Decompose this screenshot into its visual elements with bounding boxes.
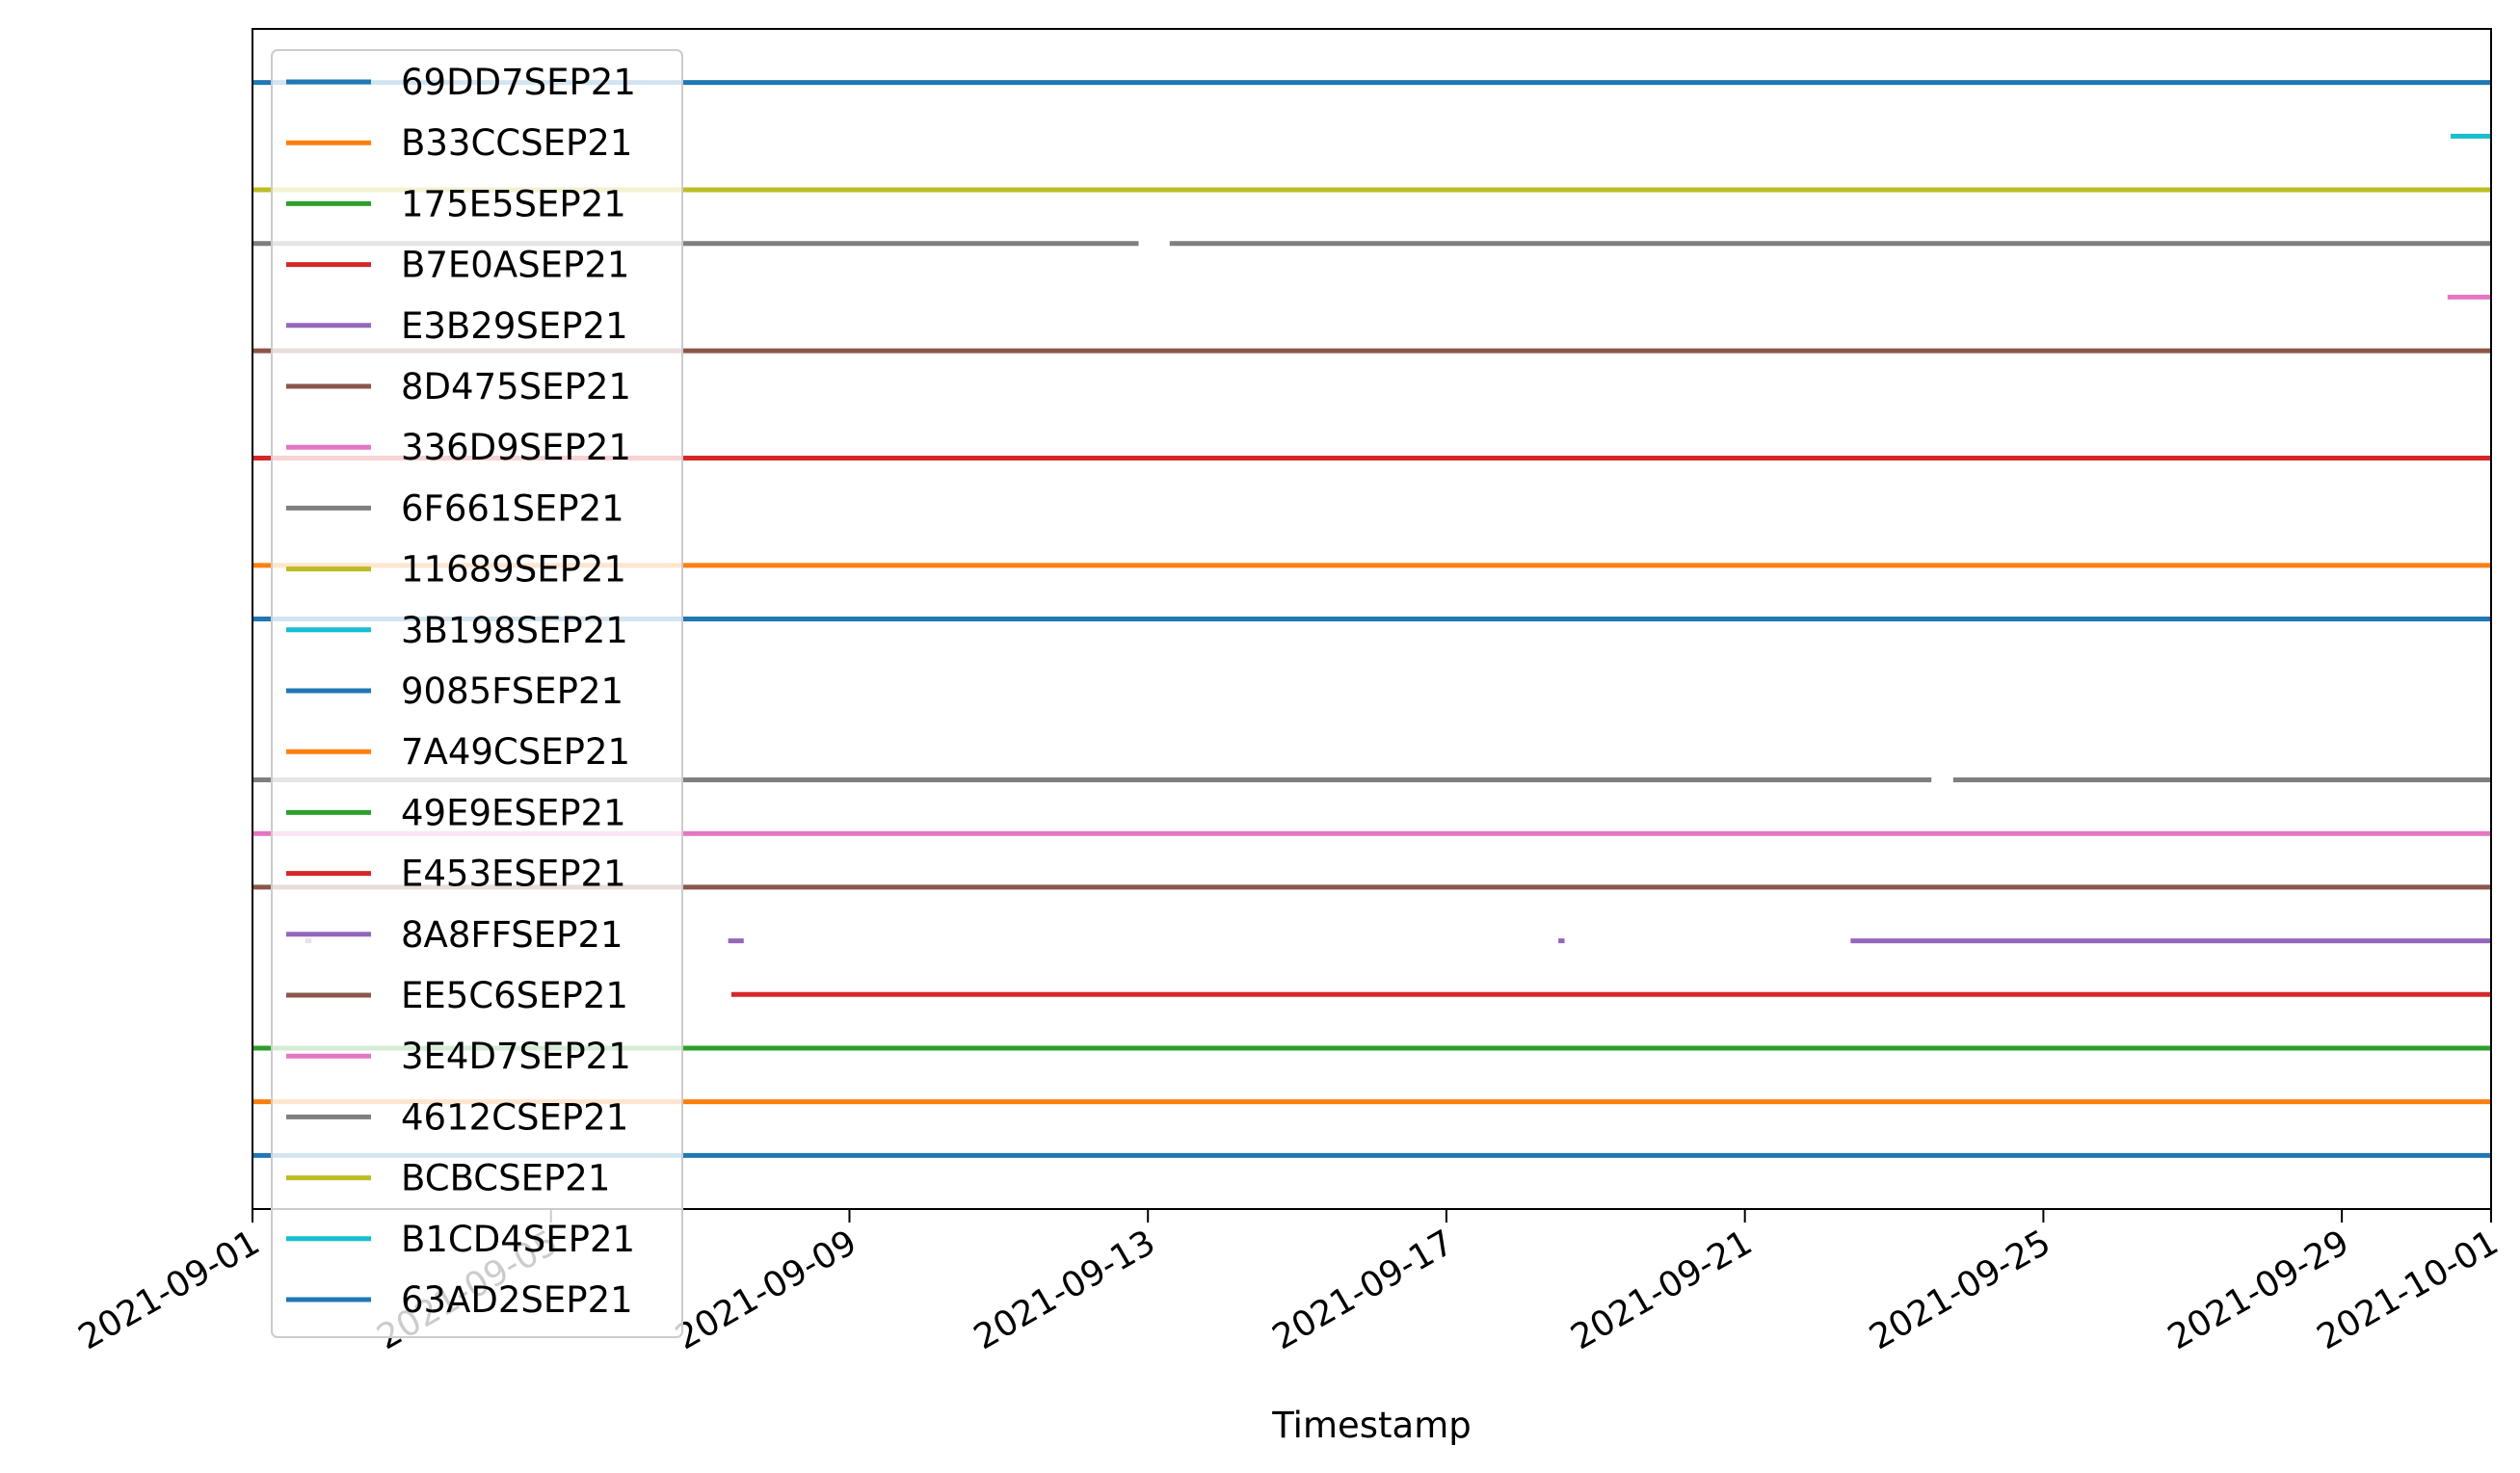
legend-label-3: B7E0ASEP21 (401, 245, 629, 286)
legend-label-6: 336D9SEP21 (401, 427, 631, 468)
legend-label-1: B33CCSEP21 (401, 122, 632, 164)
x-axis-label: Timestamp (1271, 1405, 1472, 1446)
legend-label-2: 175E5SEP21 (401, 183, 626, 224)
legend-label-15: EE5C6SEP21 (401, 975, 628, 1016)
legend-label-8: 11689SEP21 (401, 549, 626, 591)
legend-label-19: B1CD4SEP21 (401, 1219, 635, 1260)
legend-label-13: E453ESEP21 (401, 854, 626, 895)
x-tick-label-6: 2021-09-25 (1863, 1223, 2057, 1357)
legend-label-0: 69DD7SEP21 (401, 62, 636, 103)
x-tick-label-5: 2021-09-21 (1564, 1223, 1759, 1357)
legend-label-4: E3B29SEP21 (401, 305, 628, 347)
legend-label-5: 8D475SEP21 (401, 366, 631, 408)
plot-frame (252, 28, 2492, 1210)
legend-label-18: BCBCSEP21 (401, 1158, 610, 1199)
legend-label-9: 3B198SEP21 (401, 610, 628, 651)
legend-label-14: 8A8FFSEP21 (401, 914, 623, 956)
legend-label-20: 63AD2SEP21 (401, 1279, 633, 1321)
x-tick-label-0: 2021-09-01 (72, 1223, 267, 1357)
x-tick-label-4: 2021-09-17 (1266, 1223, 1461, 1357)
x-tick-label-3: 2021-09-13 (968, 1223, 1162, 1357)
legend-label-10: 9085FSEP21 (401, 671, 623, 712)
legend-label-16: 3E4D7SEP21 (401, 1036, 631, 1077)
legend-label-7: 6F661SEP21 (401, 487, 624, 529)
legend-frame (271, 49, 683, 1338)
legend: 69DD7SEP21 B33CCSEP21 175E5SEP21 B7E0ASEP21… (271, 49, 683, 1338)
x-tick-label-2: 2021-09-09 (669, 1223, 863, 1357)
legend-label-11: 7A49CSEP21 (401, 731, 630, 773)
legend-label-12: 49E9ESEP21 (401, 792, 626, 833)
legend-label-17: 4612CSEP21 (401, 1096, 628, 1138)
